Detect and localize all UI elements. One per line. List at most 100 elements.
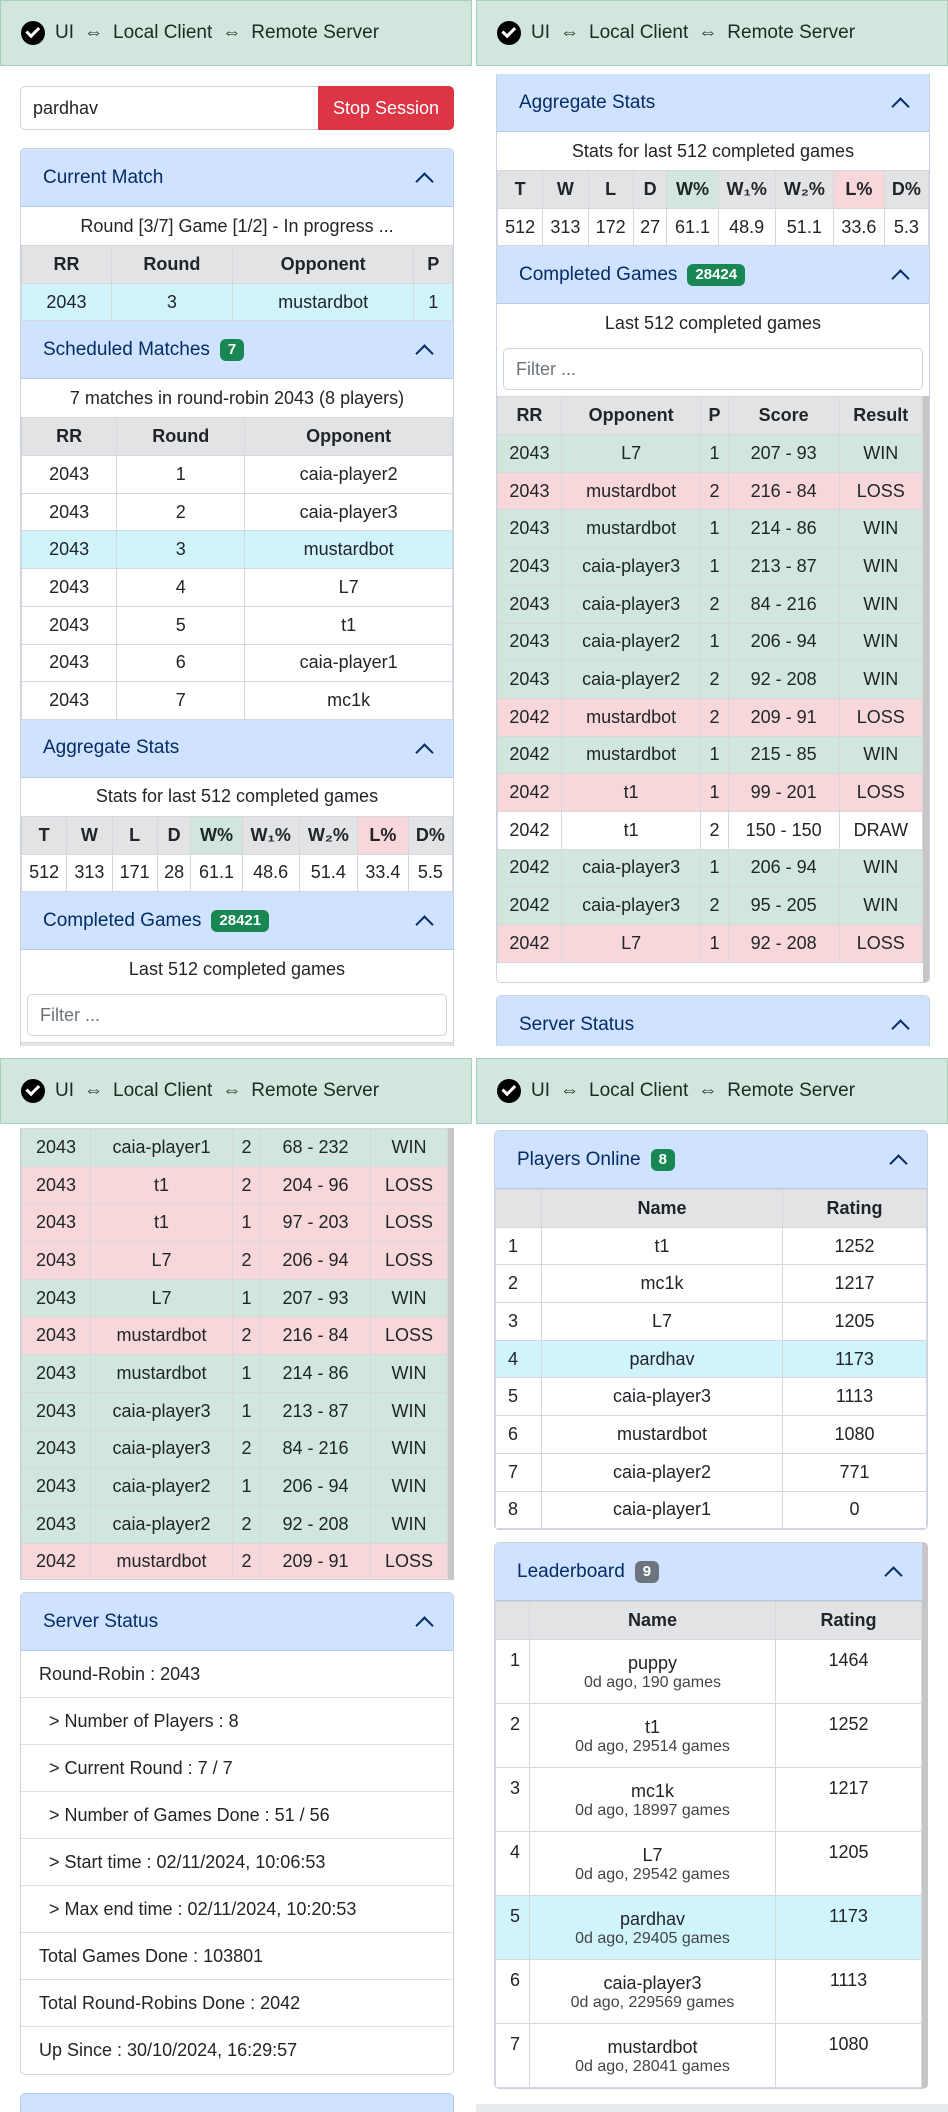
cell-rr: 2043 — [21, 681, 118, 720]
stat-cell: 5.5 — [407, 853, 453, 893]
bidirectional-arrow-icon: ⇔ — [560, 22, 579, 43]
cell-result: WIN — [370, 1391, 448, 1431]
table-row: 7 caia-player2 771 — [495, 1452, 927, 1492]
cell-rr: 2043 — [497, 471, 562, 511]
horizontal-scrollbar[interactable] — [476, 2104, 948, 2112]
stat-cell: 28 — [156, 853, 192, 893]
cell-round: 4 — [116, 568, 246, 607]
cell-rating: 1080 — [775, 2023, 922, 2089]
stat-cell: 5.3 — [883, 207, 929, 247]
cell-p: 1 — [700, 924, 729, 963]
column-header: W% — [666, 170, 719, 209]
stat-cell: 27 — [632, 207, 668, 247]
username-input[interactable] — [20, 86, 318, 130]
cell-rating: 1113 — [782, 1377, 927, 1417]
cell-result: LOSS — [838, 471, 923, 511]
stat-cell: 172 — [587, 207, 634, 247]
completed-summary: Last 512 completed games — [128, 958, 346, 979]
cell-p: 1 — [232, 1278, 261, 1318]
filter-input[interactable]: Filter ... — [27, 994, 447, 1037]
cell-rr: 2042 — [497, 848, 562, 888]
column-header: L% — [356, 815, 409, 855]
panel-bottom-right: UI ⇔ Local Client ⇔ Remote Server Player… — [476, 1058, 948, 2112]
cell-name: t1 — [541, 1226, 783, 1266]
server-status-card: Server Status — [496, 995, 930, 1046]
cell-score: 68 - 232 — [260, 1128, 371, 1167]
cell-result: WIN — [838, 660, 923, 699]
scheduled-matches-header[interactable]: Scheduled Matches 7 — [21, 321, 453, 380]
table-row: 2043 5 t1 — [21, 605, 453, 645]
table-row: 3 L7 1205 — [495, 1302, 927, 1341]
column-header: RR — [497, 396, 562, 436]
completed-games-scroll[interactable]: RR Opponent P Score Result 2043 L7 1 207 - … — [497, 396, 929, 983]
cell-rr: 2043 — [21, 1429, 91, 1469]
stop-session-button[interactable]: Stop Session — [318, 86, 454, 130]
cell-opponent: mustardbot — [90, 1542, 233, 1579]
cell-opponent: caia-player2 — [90, 1504, 233, 1544]
aggregate-stats-header[interactable]: Aggregate Stats — [497, 74, 929, 132]
cell-rating: 1080 — [782, 1415, 927, 1454]
column-header: Name — [541, 1189, 783, 1228]
cell-result: LOSS — [370, 1241, 448, 1280]
current-match-header[interactable]: Current Match — [21, 149, 453, 207]
completed-games-header[interactable]: Completed Games 28421 — [21, 892, 453, 951]
cell-rr: 2042 — [497, 924, 562, 963]
cell-name: caia-player3 — [603, 1972, 702, 1993]
table-row: 2043 2 caia-player3 — [21, 492, 453, 532]
local-client-label: Local Client — [589, 1080, 689, 1101]
local-client-label: Local Client — [113, 22, 213, 43]
completed-games-header[interactable]: Completed Games 28424 — [497, 246, 929, 305]
cell-opponent: caia-player2 — [90, 1467, 233, 1506]
main-column: Aggregate Stats Stats for last 512 compl… — [496, 74, 930, 1046]
cell-score: 207 - 93 — [727, 434, 840, 473]
cell-rank: 1 — [495, 1226, 542, 1266]
table-row: 512 313 172 27 61.1 48.9 51.1 33.6 5.3 — [497, 207, 929, 247]
table-row: 2 t1 0d ago, 29514 games 1252 — [495, 1703, 922, 1769]
completed-count-badge: 28424 — [687, 263, 746, 286]
server-status-header[interactable]: Server Status — [497, 996, 929, 1046]
players-online-card: Players Online 8 Name Rating 1 t1 1252 2 mc… — [494, 1130, 928, 1531]
aggregate-stats-header[interactable]: Aggregate Stats — [21, 719, 453, 778]
cell-result: WIN — [838, 886, 923, 925]
table-row: 2042 mustardbot 2 209 - 91 LOSS — [21, 1542, 448, 1579]
cell-rr: 2042 — [497, 735, 562, 775]
table-row: 1 puppy 0d ago, 190 games 1464 — [495, 1639, 922, 1705]
table-row: 2043 caia-player2 2 92 - 208 WIN — [497, 660, 923, 699]
cell-rank: 3 — [495, 1767, 530, 1833]
cell-p: 2 — [232, 1429, 261, 1469]
completed-games-title: Completed Games — [43, 909, 202, 931]
bidirectional-arrow-icon: ⇔ — [560, 1080, 579, 1101]
cell-name: caia-player3 — [541, 1377, 783, 1417]
cell-score: 214 - 86 — [260, 1354, 371, 1393]
cell-name: mustardbot — [541, 1415, 783, 1454]
chevron-up-icon — [415, 172, 434, 191]
cell-rr: 2043 — [21, 1391, 91, 1431]
stat-cell: 51.4 — [298, 853, 358, 893]
server-status-header[interactable]: Server Status — [21, 1593, 453, 1651]
column-header — [495, 1189, 542, 1228]
cell-score: 213 - 87 — [727, 547, 840, 586]
leaderboard-header[interactable]: Leaderboard 9 — [495, 1543, 922, 1602]
cell-result: WIN — [838, 622, 923, 662]
cell-name: mc1k — [630, 1780, 674, 1801]
completed-games-scroll[interactable]: 2043 caia-player1 2 68 - 232 WIN 2043 t1 2 204 … — [20, 1128, 454, 1580]
stat-cell: 33.6 — [832, 207, 885, 247]
ui-label: UI — [531, 1080, 550, 1101]
start-time-info: > Start time : 02/11/2024, 10:06:53 — [21, 1839, 453, 1886]
column-header: D — [632, 170, 668, 209]
filter-input[interactable]: Filter ... — [503, 348, 923, 391]
cell-rr: 2043 — [21, 530, 118, 570]
column-header: W — [542, 170, 589, 209]
column-header: Round — [110, 245, 233, 284]
check-circle-icon — [21, 1079, 45, 1103]
server-status-title: Server Status — [43, 1610, 159, 1632]
cell-round: 5 — [116, 605, 246, 645]
cell-name: t1 — [644, 1716, 660, 1737]
chevron-up-icon — [891, 269, 910, 289]
cell-opponent: L7 — [90, 1278, 233, 1318]
players-online-header[interactable]: Players Online 8 — [495, 1131, 927, 1189]
column-header: D% — [407, 815, 453, 855]
cell-rank: 4 — [495, 1339, 542, 1379]
cell-rating: 1217 — [775, 1767, 922, 1833]
